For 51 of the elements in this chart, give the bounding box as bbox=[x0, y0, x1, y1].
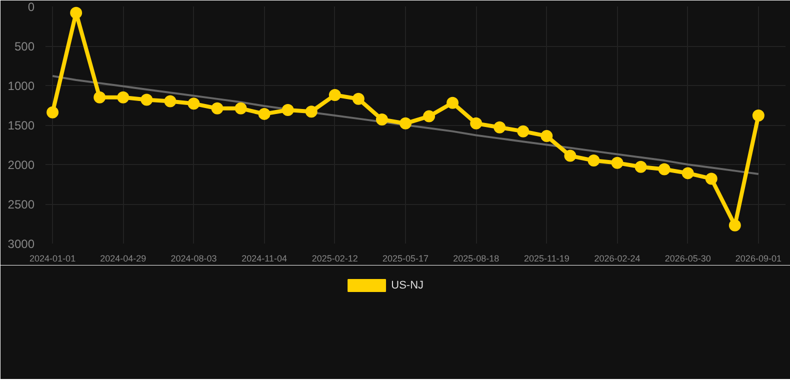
point bbox=[282, 104, 294, 116]
point bbox=[517, 125, 530, 138]
point bbox=[70, 6, 82, 19]
point bbox=[46, 106, 59, 118]
y-tick-label: 1500 bbox=[8, 118, 35, 132]
point bbox=[423, 110, 436, 122]
x-tick-label: 2024-08-03 bbox=[170, 254, 217, 264]
point bbox=[234, 102, 247, 114]
x-tick-label: 2024-11-04 bbox=[242, 254, 288, 264]
point bbox=[188, 98, 200, 110]
point bbox=[446, 96, 459, 109]
point bbox=[258, 108, 270, 120]
point bbox=[611, 156, 624, 169]
point bbox=[94, 91, 106, 104]
point bbox=[682, 167, 694, 180]
y-tick-label: 3000 bbox=[8, 237, 35, 251]
point bbox=[328, 88, 341, 101]
point bbox=[588, 154, 600, 167]
point bbox=[494, 121, 506, 134]
point bbox=[211, 102, 224, 114]
point bbox=[705, 172, 718, 185]
point bbox=[376, 113, 388, 126]
y-tick-label: 1000 bbox=[8, 79, 35, 93]
x-tick-label: 2025-11-19 bbox=[524, 254, 570, 264]
point bbox=[400, 117, 412, 130]
point bbox=[564, 150, 576, 162]
x-tick-label: 2026-05-30 bbox=[664, 254, 711, 264]
x-tick-label: 2025-02-12 bbox=[312, 254, 358, 264]
point bbox=[164, 95, 176, 108]
point bbox=[140, 94, 153, 106]
y-tick-label: 0 bbox=[28, 0, 35, 14]
x-tick-label: 2026-09-01 bbox=[735, 254, 782, 264]
point bbox=[634, 160, 647, 173]
point bbox=[305, 106, 318, 118]
line-series bbox=[52, 75, 760, 175]
point bbox=[540, 130, 553, 142]
point bbox=[117, 91, 130, 104]
y-tick-label: 2000 bbox=[8, 158, 35, 172]
y-tick-label: 500 bbox=[14, 40, 35, 54]
x-tick-label: 2026-02-24 bbox=[594, 254, 640, 264]
point bbox=[752, 110, 764, 122]
y-tick-label: 2500 bbox=[8, 198, 35, 212]
x-tick-label: 2024-04-29 bbox=[100, 254, 146, 264]
legend-label: US-NJ bbox=[391, 280, 424, 292]
x-tick-label: 2024-01-01 bbox=[30, 254, 76, 264]
point bbox=[352, 92, 364, 105]
point bbox=[470, 117, 482, 130]
point bbox=[728, 219, 741, 232]
x-tick-label: 2025-08-18 bbox=[453, 254, 500, 264]
x-tick-label: 2025-05-17 bbox=[382, 254, 429, 264]
point bbox=[658, 163, 670, 176]
